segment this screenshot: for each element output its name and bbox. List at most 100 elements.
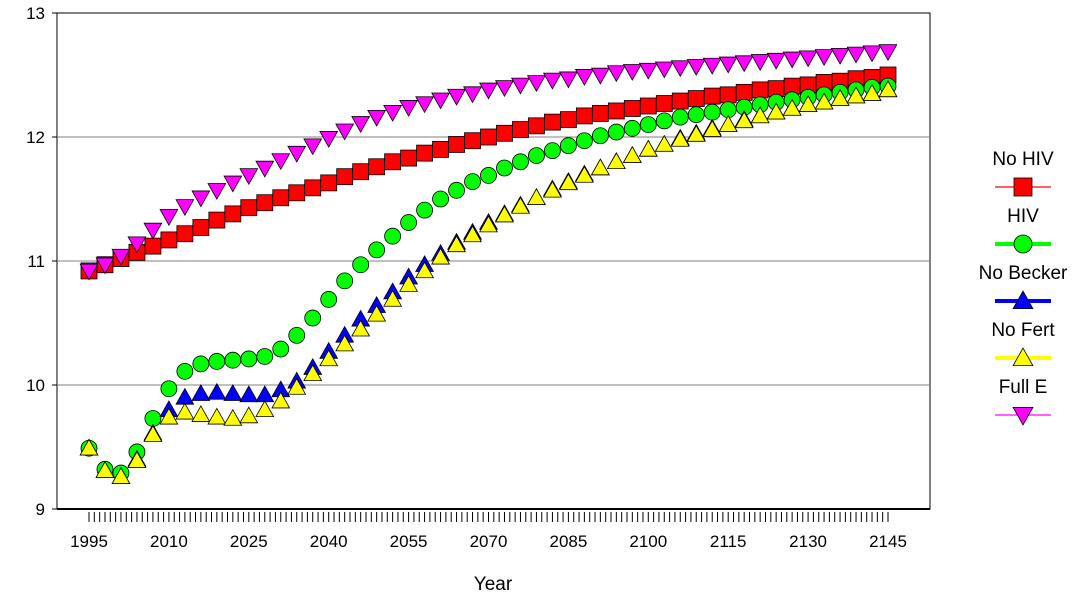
data-point xyxy=(718,56,738,74)
data-point xyxy=(574,165,594,183)
data-point xyxy=(207,382,227,400)
data-point xyxy=(351,116,371,133)
series-no-hiv xyxy=(80,66,897,280)
data-point xyxy=(702,119,722,137)
data-point xyxy=(352,256,370,274)
data-point xyxy=(367,304,387,322)
data-point xyxy=(622,64,642,81)
data-point xyxy=(480,167,497,184)
data-point xyxy=(623,100,641,117)
legend-marker xyxy=(1013,234,1033,254)
data-point xyxy=(686,124,706,142)
x-tick-label: 1995 xyxy=(70,532,108,551)
data-point xyxy=(542,180,562,198)
data-point xyxy=(702,57,722,75)
legend: No HIV HIV No Becker No Fert Full E xyxy=(979,149,1068,426)
data-point xyxy=(224,205,242,223)
data-point xyxy=(271,153,291,171)
data-point xyxy=(654,61,674,79)
data-point xyxy=(399,100,419,117)
data-point xyxy=(750,54,770,71)
x-tick-label: 2145 xyxy=(869,532,907,551)
data-point xyxy=(575,132,593,150)
data-point xyxy=(319,131,339,148)
data-point xyxy=(111,467,131,484)
data-point xyxy=(239,168,259,186)
data-point xyxy=(655,112,673,130)
data-point xyxy=(670,60,690,78)
data-point xyxy=(95,460,115,478)
data-point xyxy=(464,173,481,191)
data-point xyxy=(560,137,577,155)
legend-label: Full E xyxy=(999,377,1048,398)
data-point xyxy=(223,408,243,426)
data-point xyxy=(223,384,243,401)
data-point xyxy=(208,211,226,229)
data-point xyxy=(639,116,657,133)
x-tick-label: 2025 xyxy=(230,532,268,551)
y-tick-label: 11 xyxy=(27,252,45,271)
data-point xyxy=(494,205,514,223)
data-point xyxy=(671,92,689,110)
data-point xyxy=(304,179,322,197)
legend-marker xyxy=(1012,347,1034,367)
data-point xyxy=(415,261,435,279)
data-point xyxy=(383,289,403,307)
data-point xyxy=(95,257,115,275)
data-point xyxy=(526,188,546,205)
x-axis-title: Year xyxy=(474,574,513,595)
data-point xyxy=(463,86,483,104)
data-point xyxy=(560,111,577,129)
data-point xyxy=(288,184,306,202)
data-point xyxy=(160,380,178,398)
legend-label: No HIV xyxy=(992,149,1054,170)
data-point xyxy=(143,424,163,442)
data-point xyxy=(607,123,625,141)
data-point xyxy=(224,351,242,369)
data-point xyxy=(846,86,866,104)
data-point xyxy=(368,241,386,259)
data-point xyxy=(735,83,753,101)
data-point xyxy=(303,364,323,382)
data-point xyxy=(846,46,866,64)
data-point xyxy=(638,62,658,80)
data-point xyxy=(494,80,514,98)
data-point xyxy=(463,225,483,243)
data-point xyxy=(368,158,386,176)
data-point xyxy=(400,214,418,231)
data-point xyxy=(798,50,818,68)
data-point xyxy=(384,227,402,245)
data-point xyxy=(544,142,561,160)
data-point xyxy=(750,106,770,124)
data-point xyxy=(223,175,243,193)
data-point xyxy=(207,407,227,425)
data-point xyxy=(207,183,227,200)
data-point xyxy=(558,71,578,89)
series-full-e xyxy=(79,44,898,281)
data-point xyxy=(176,362,194,380)
x-tick-label: 2115 xyxy=(710,532,747,551)
data-point xyxy=(798,95,818,112)
data-point xyxy=(447,235,467,253)
data-point xyxy=(670,129,690,147)
x-tick-label: 2100 xyxy=(629,532,667,551)
data-point xyxy=(287,145,307,163)
series-hiv xyxy=(80,77,897,482)
legend-item-no-becker: No Becker xyxy=(979,263,1068,310)
legend-item-hiv: HIV xyxy=(995,206,1051,254)
data-point xyxy=(159,407,179,425)
data-point xyxy=(192,219,210,236)
y-tick-label: 10 xyxy=(26,376,45,395)
data-point xyxy=(703,103,721,121)
data-point xyxy=(127,451,147,468)
data-point xyxy=(143,222,163,240)
data-point xyxy=(383,105,403,122)
data-point xyxy=(399,274,419,292)
data-point xyxy=(415,96,435,114)
data-point xyxy=(574,69,594,86)
data-point xyxy=(479,215,498,233)
data-point xyxy=(287,377,307,395)
data-point xyxy=(766,52,786,70)
data-point xyxy=(814,92,834,110)
